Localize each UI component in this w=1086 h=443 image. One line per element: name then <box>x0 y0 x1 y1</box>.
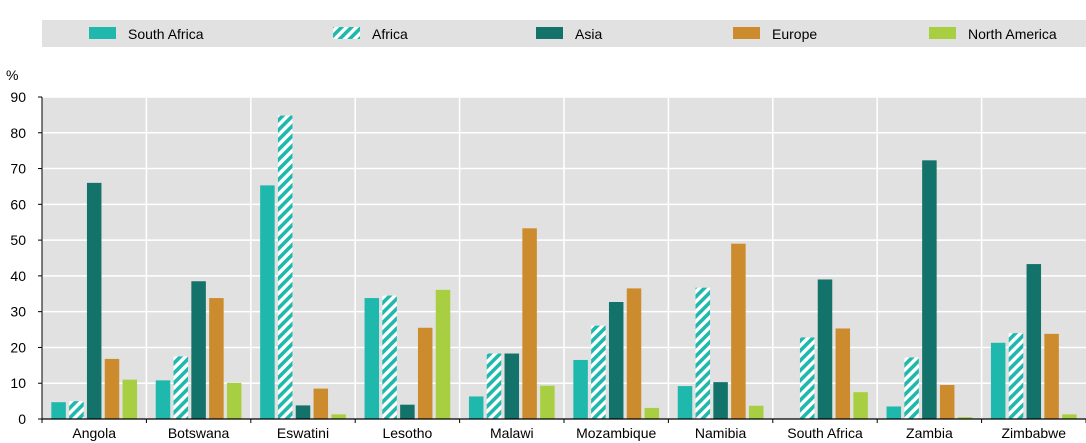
y-tick-label: 80 <box>10 125 26 141</box>
x-tick-label: Mozambique <box>576 425 656 441</box>
y-tick-label: 50 <box>10 232 26 248</box>
bar-asia <box>504 353 520 419</box>
x-tick-label: Malawi <box>490 425 534 441</box>
bar-africa <box>904 357 919 419</box>
bar-africa <box>486 353 502 419</box>
x-tick-label: Zambia <box>906 425 953 441</box>
bar-south-africa <box>990 342 1006 419</box>
y-tick-label: 40 <box>10 268 26 284</box>
x-tick-label: Namibia <box>695 425 747 441</box>
bar-europe <box>522 228 537 419</box>
legend <box>42 20 1086 47</box>
bar-south-africa <box>364 298 380 419</box>
bar-europe <box>626 288 642 419</box>
bar-north-america <box>540 385 555 419</box>
bar-africa <box>277 115 293 420</box>
bar-asia <box>400 404 415 419</box>
x-tick-label: Botswana <box>168 425 230 441</box>
legend-swatch <box>929 27 956 39</box>
bar-africa <box>173 356 189 419</box>
bar-europe <box>104 358 120 419</box>
bar-south-africa <box>468 396 484 419</box>
bar-south-africa <box>573 359 588 419</box>
bar-europe <box>1044 333 1059 419</box>
x-tick-label: Lesotho <box>382 425 432 441</box>
legend-swatch <box>333 27 360 39</box>
bar-europe <box>417 327 433 419</box>
x-tick-label: South Africa <box>787 425 863 441</box>
x-tick-label: Angola <box>72 425 116 441</box>
bar-asia <box>922 160 937 419</box>
bar-europe <box>731 243 746 419</box>
legend-label: Asia <box>575 26 602 42</box>
bar-asia <box>1026 264 1042 419</box>
bar-africa <box>799 337 815 419</box>
x-tick-label: Eswatini <box>277 425 329 441</box>
legend-label: South Africa <box>128 26 204 42</box>
bar-europe <box>209 298 224 419</box>
y-axis-label: % <box>6 67 18 83</box>
bar-north-america <box>435 289 451 419</box>
bar-north-america <box>957 417 973 419</box>
bar-europe <box>939 385 955 419</box>
bar-asia <box>817 279 833 419</box>
legend-label: North America <box>968 26 1057 42</box>
legend-swatch <box>89 27 116 39</box>
bar-north-america <box>122 379 138 419</box>
bar-south-africa <box>51 402 66 419</box>
bar-north-america <box>644 407 660 419</box>
y-tick-label: 60 <box>10 196 26 212</box>
bar-asia <box>608 302 624 419</box>
bar-south-africa <box>886 406 902 419</box>
legend-swatch <box>536 27 563 39</box>
bar-north-america <box>748 405 764 419</box>
bar-north-america <box>226 382 242 419</box>
y-tick-label: 20 <box>10 339 26 355</box>
bar-africa <box>382 295 397 419</box>
x-tick-label: Zimbabwe <box>1002 425 1067 441</box>
bar-asia <box>713 382 728 419</box>
bar-africa <box>69 401 84 419</box>
legend-label: Europe <box>772 26 817 42</box>
bar-north-america <box>331 414 346 419</box>
y-tick-label: 0 <box>18 411 26 427</box>
bar-asia <box>86 182 102 419</box>
legend-swatch <box>733 27 760 39</box>
bar-africa <box>695 287 711 419</box>
bar-europe <box>313 388 329 419</box>
y-tick-label: 30 <box>10 304 26 320</box>
bar-north-america <box>1062 414 1077 419</box>
bar-south-africa <box>260 185 275 419</box>
y-tick-label: 90 <box>10 89 26 105</box>
bar-asia <box>191 281 206 419</box>
bar-europe <box>835 328 851 419</box>
bar-africa <box>591 325 606 419</box>
bar-asia <box>295 405 311 419</box>
bar-north-america <box>853 392 868 419</box>
y-tick-label: 10 <box>10 375 26 391</box>
bar-africa <box>1008 333 1024 419</box>
legend-label: Africa <box>372 26 408 42</box>
bar-south-africa <box>155 380 171 419</box>
bar-south-africa <box>677 386 693 419</box>
y-tick-label: 70 <box>10 161 26 177</box>
